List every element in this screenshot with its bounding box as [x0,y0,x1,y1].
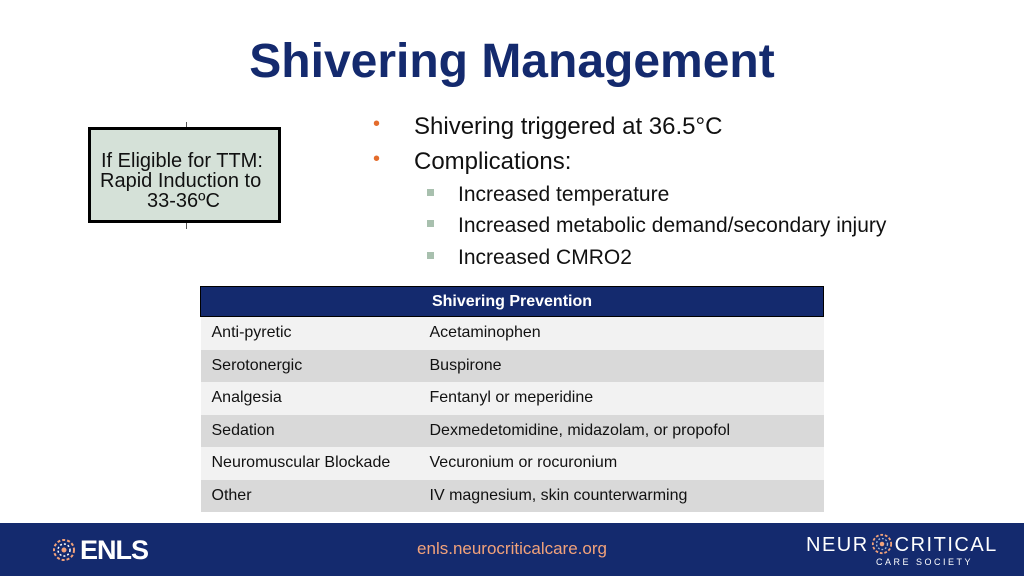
table-row: Anti-pyretic Acetaminophen [200,316,824,350]
table-header: Shivering Prevention [200,286,824,317]
footer-url[interactable]: enls.neurocriticalcare.org [417,539,607,558]
ttm-induction-box: If Eligible for TTM: Rapid Induction to … [88,127,281,223]
bullet-dot-icon: • [373,148,381,170]
ncs-logo-text-right: CRITICAL [894,534,998,556]
bullet-text: Complications: [414,148,572,175]
table-cell-category: Sedation [200,414,419,447]
table-cell-treatment: IV magnesium, skin counterwarming [418,479,824,512]
table-cell-category: Anti-pyretic [200,316,419,350]
ttm-line-2: Rapid Induction to [100,170,262,192]
sub-bullet-square-icon [427,220,434,227]
brain-icon [871,533,892,555]
table-cell-category: Neuromuscular Blockade [200,447,419,480]
ncs-logo-text-left: NEUR [806,534,869,556]
slide-title: Shivering Management [249,35,775,88]
table-row: Neuromuscular Blockade Vecuronium or roc… [200,447,824,480]
sub-bullet-square-icon [427,252,434,259]
table-row: Sedation Dexmedetomidine, midazolam, or … [200,414,824,447]
shivering-prevention-table: Shivering Prevention Anti-pyretic Acetam… [200,286,824,512]
enls-logo-text: ENLS [80,535,149,565]
table-row: Other IV magnesium, skin counterwarming [200,479,824,512]
table-cell-treatment: Acetaminophen [418,316,824,350]
footer-bar: ENLS enls.neurocriticalcare.org NEUR CRI… [0,523,1024,576]
sub-bullet-text: Increased CMRO2 [458,246,632,269]
enls-logo: ENLS [52,535,152,565]
neurocritical-care-society-logo: NEUR CRITICAL CARE SOCIETY [806,533,996,573]
ttm-line-1: If Eligible for TTM: [101,150,263,172]
ncs-logo-subtext: CARE SOCIETY [875,557,973,567]
connector-line-top [186,122,187,127]
connector-line-bottom [186,223,187,229]
table-header-row: Shivering Prevention [200,286,824,317]
table-cell-category: Serotonergic [200,349,419,382]
sub-bullet-text: Increased metabolic demand/secondary inj… [458,214,887,237]
table-cell-treatment: Fentanyl or meperidine [418,382,824,415]
sub-bullet-text: Increased temperature [458,183,670,206]
brain-icon [53,539,75,561]
bullet-dot-icon: • [373,113,381,135]
table-row: Serotonergic Buspirone [200,349,824,382]
bullet-text: Shivering triggered at 36.5°C [414,113,723,140]
table-cell-treatment: Buspirone [418,349,824,382]
table-cell-category: Analgesia [200,382,419,415]
table-row: Analgesia Fentanyl or meperidine [200,382,824,415]
table-cell-treatment: Vecuronium or rocuronium [418,447,824,480]
ttm-line-3: 33-36ºC [147,190,220,212]
table-cell-treatment: Dexmedetomidine, midazolam, or propofol [418,414,824,447]
table-cell-category: Other [200,479,419,512]
sub-bullet-square-icon [427,189,434,196]
